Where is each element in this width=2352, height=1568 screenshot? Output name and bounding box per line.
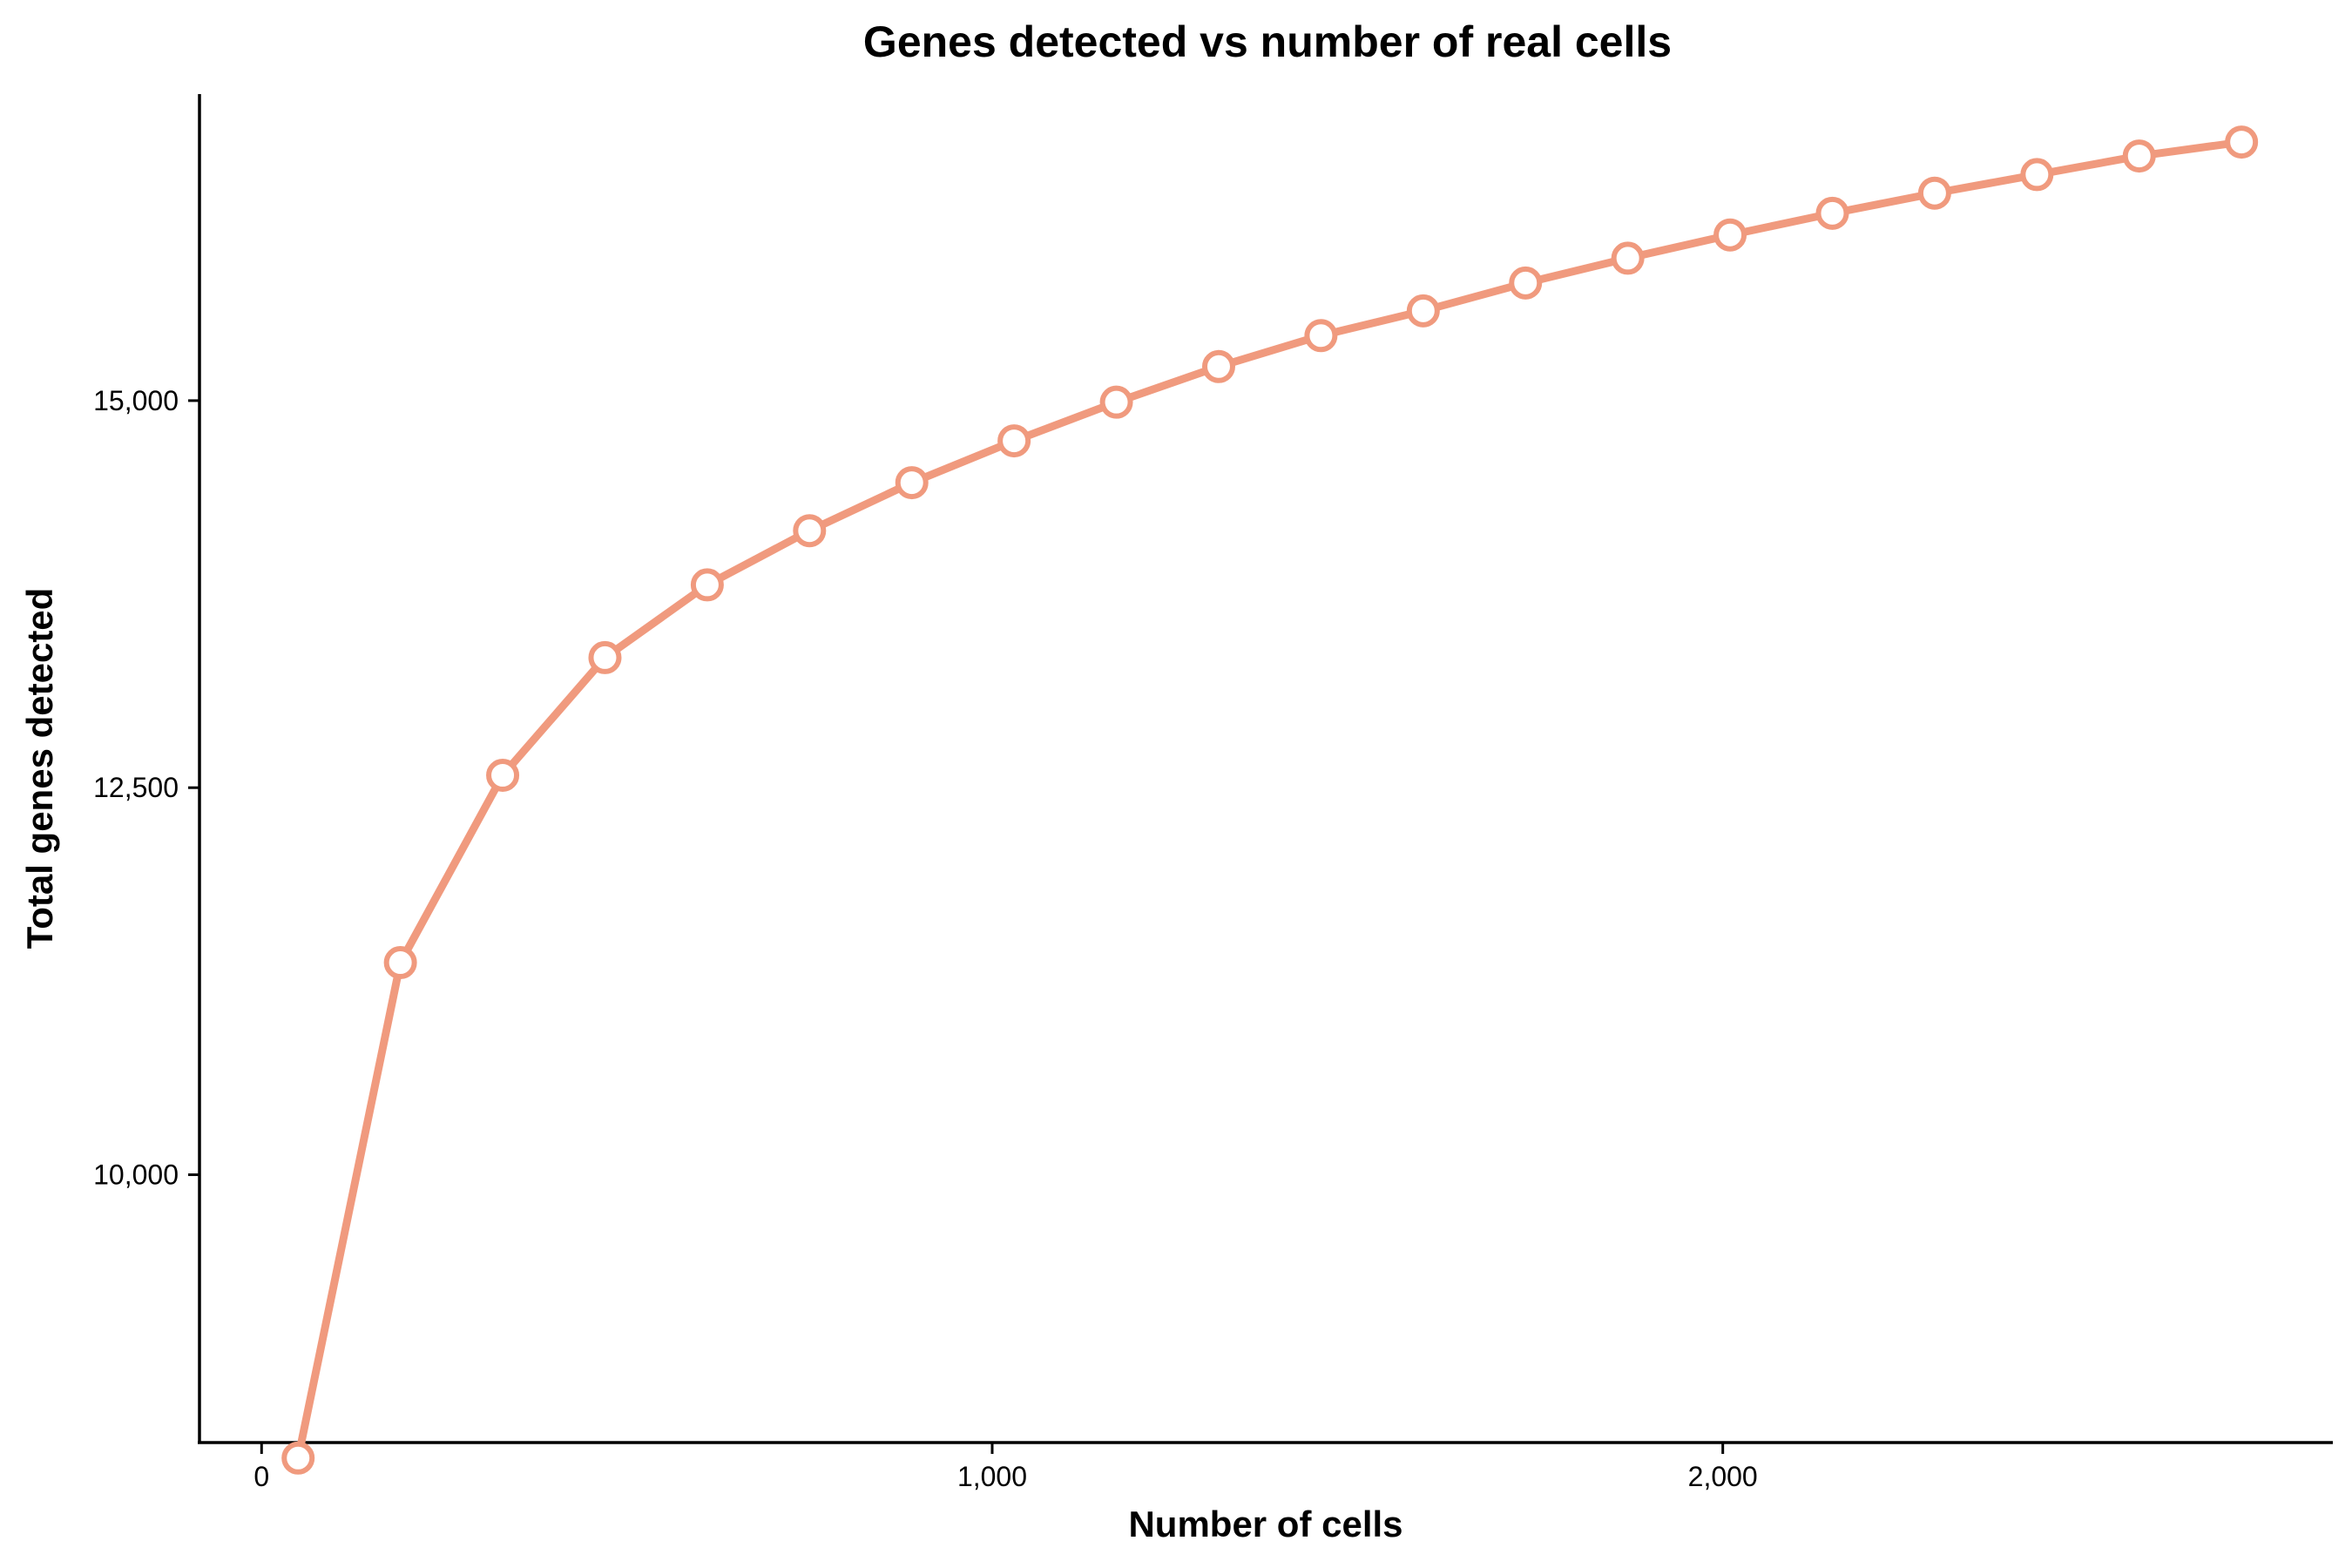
data-point [1201, 349, 1235, 383]
data-point [2225, 125, 2259, 159]
data-point [1713, 218, 1747, 252]
y-tick-label: 15,000 [93, 385, 179, 416]
x-tick-label: 1,000 [957, 1461, 1027, 1492]
data-point [2020, 158, 2054, 192]
data-point [1815, 196, 1849, 230]
data-point [997, 424, 1031, 458]
data-point [1406, 294, 1440, 328]
axes [198, 94, 2333, 1444]
y-tick-label: 12,500 [93, 772, 179, 803]
series-line [294, 138, 2246, 1463]
data-point [588, 640, 622, 674]
y-tick-label: 10,000 [93, 1159, 179, 1191]
data-point [486, 758, 520, 792]
plot-area [281, 125, 2259, 1475]
x-axis-ticks: 0 1,000 2,000 [253, 1443, 1758, 1492]
data-point [2122, 139, 2156, 173]
data-point [895, 466, 929, 500]
data-point [1304, 319, 1338, 353]
y-axis-ticks: 10,000 12,500 15,000 [93, 385, 199, 1191]
data-point [1509, 266, 1543, 300]
data-point [1611, 241, 1645, 275]
data-point [281, 1441, 315, 1475]
data-point [1099, 385, 1133, 419]
chart-title: Genes detected vs number of real cells [863, 17, 1672, 66]
data-point [793, 514, 827, 548]
x-tick-label: 0 [253, 1461, 269, 1492]
x-axis-title: Number of cells [1128, 1504, 1402, 1544]
x-tick-label: 2,000 [1688, 1461, 1758, 1492]
data-point [1917, 176, 1951, 210]
data-point [383, 946, 417, 980]
data-point [690, 568, 724, 602]
y-axis-title: Total genes detected [19, 588, 60, 950]
